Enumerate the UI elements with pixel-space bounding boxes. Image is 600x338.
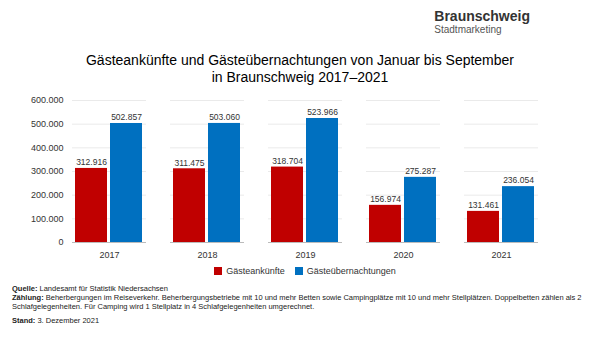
svg-text:0: 0 [58,237,63,247]
svg-text:2019: 2019 [295,250,315,260]
svg-text:311.475: 311.475 [174,158,204,168]
svg-text:300.000: 300.000 [31,166,64,176]
svg-text:318.704: 318.704 [272,156,303,166]
html-text:Quelle: Landesamt für Statisti: Quelle: Landesamt für Statistik Niedersa… [12,284,168,293]
svg-text:275.287: 275.287 [405,166,436,176]
svg-text:131.461: 131.461 [468,200,499,210]
html-text:Stadtmarketing: Stadtmarketing [434,24,502,35]
svg-text:503.060: 503.060 [209,112,240,122]
svg-text:400.000: 400.000 [31,143,64,153]
html-text:Stand: 3. Dezember 2021: Stand: 3. Dezember 2021 [12,316,100,325]
svg-text:312.916: 312.916 [76,157,107,167]
svg-text:200.000: 200.000 [31,190,64,200]
html-text:Zählung: Beherbergungen im Rei: Zählung: Beherbergungen im Reiseverkehr.… [12,293,582,311]
svg-text:502.857: 502.857 [111,112,142,122]
svg-text:600.000: 600.000 [31,95,64,105]
svg-text:2017: 2017 [99,250,119,260]
svg-text:156.974: 156.974 [370,194,401,204]
svg-text:2018: 2018 [197,250,217,260]
html-text:in Braunschweig 2017–2021: in Braunschweig 2017–2021 [211,69,389,85]
html-text:Gästeankünfte und Gästeübernac: Gästeankünfte und Gästeübernachtungen vo… [86,52,514,68]
svg-text:236.054: 236.054 [503,175,534,185]
svg-text:2020: 2020 [393,250,413,260]
svg-text:2021: 2021 [491,250,511,260]
html-text:Braunschweig: Braunschweig [434,8,530,24]
svg-text:500.000: 500.000 [31,119,64,129]
html-text:Gästeankünfte: Gästeankünfte [226,266,285,276]
svg-text:523.966: 523.966 [307,107,338,117]
html-text:Gästeübernachtungen: Gästeübernachtungen [306,266,396,276]
svg-text:100.000: 100.000 [31,214,64,224]
